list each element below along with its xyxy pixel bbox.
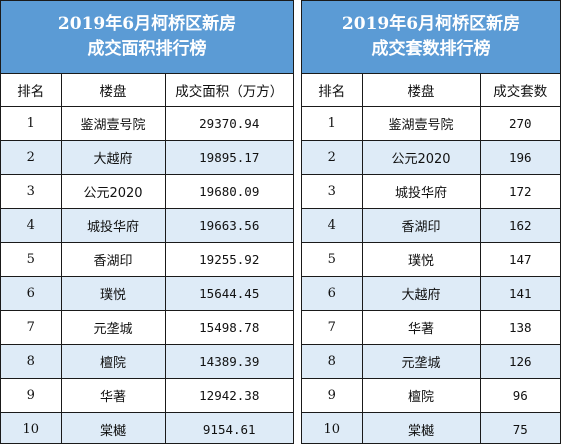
- area-ranking-title-line1: 2019年6月柯桥区新房: [57, 14, 237, 34]
- rank-cell: 7: [1, 310, 62, 345]
- units-ranking-panel: 2019年6月柯桥区新房 成交套数排行榜 排名 楼盘 成交套数 1 鉴湖壹号院 …: [301, 0, 561, 444]
- rank-cell: 9: [302, 378, 363, 413]
- area-cell: 14389.39: [165, 344, 293, 379]
- table-row: 3 公元2020 19680.09: [1, 174, 293, 209]
- rank-cell: 8: [1, 344, 62, 379]
- project-cell: 城投华府: [362, 174, 481, 209]
- rank-cell: 2: [1, 140, 62, 175]
- table-row: 6 大越府 141: [302, 276, 560, 311]
- table-row: 1 鉴湖壹号院 29370.94: [1, 106, 293, 141]
- units-ranking-title: 2019年6月柯桥区新房 成交套数排行榜: [302, 1, 560, 74]
- rank-cell: 9: [1, 378, 62, 413]
- area-cell: 19663.56: [165, 208, 293, 243]
- units-ranking-title-line2: 成交套数排行榜: [371, 39, 491, 59]
- table-row: 10 棠樾 75: [302, 412, 560, 443]
- table-row: 1 鉴湖壹号院 270: [302, 106, 560, 141]
- rank-cell: 5: [302, 242, 363, 277]
- rank-cell: 3: [1, 174, 62, 209]
- project-cell: 鉴湖壹号院: [362, 106, 481, 141]
- table-row: 2 公元2020 196: [302, 140, 560, 175]
- project-cell: 鉴湖壹号院: [61, 106, 166, 141]
- project-cell: 华著: [61, 378, 166, 413]
- table-row: 6 璞悦 15644.45: [1, 276, 293, 311]
- area-cell: 19255.92: [165, 242, 293, 277]
- project-cell: 元垄城: [362, 344, 481, 379]
- column-header-rank: 排名: [302, 74, 363, 107]
- project-cell: 大越府: [362, 276, 481, 311]
- area-ranking-table: 排名 楼盘 成交面积（万方） 1 鉴湖壹号院 29370.94 2 大越府 19…: [1, 74, 293, 443]
- table-header-row: 排名 楼盘 成交面积（万方）: [1, 74, 293, 107]
- project-cell: 元垄城: [61, 310, 166, 345]
- table-row: 5 璞悦 147: [302, 242, 560, 277]
- area-cell: 19895.17: [165, 140, 293, 175]
- units-cell: 126: [480, 344, 560, 379]
- project-cell: 华著: [362, 310, 481, 345]
- area-cell: 9154.61: [165, 412, 293, 443]
- units-cell: 162: [480, 208, 560, 243]
- units-cell: 172: [480, 174, 560, 209]
- area-ranking-title-line2: 成交面积排行榜: [87, 39, 207, 59]
- units-cell: 270: [480, 106, 560, 141]
- units-cell: 75: [480, 412, 560, 443]
- units-cell: 147: [480, 242, 560, 277]
- column-header-area: 成交面积（万方）: [165, 74, 293, 107]
- units-cell: 96: [480, 378, 560, 413]
- project-cell: 檀院: [61, 344, 166, 379]
- project-cell: 香湖印: [61, 242, 166, 277]
- rank-cell: 10: [1, 412, 62, 443]
- area-cell: 19680.09: [165, 174, 293, 209]
- project-cell: 香湖印: [362, 208, 481, 243]
- rank-cell: 4: [302, 208, 363, 243]
- project-cell: 璞悦: [362, 242, 481, 277]
- column-header-project: 楼盘: [61, 74, 166, 107]
- project-cell: 大越府: [61, 140, 166, 175]
- area-cell: 12942.38: [165, 378, 293, 413]
- rank-cell: 1: [302, 106, 363, 141]
- project-cell: 城投华府: [61, 208, 166, 243]
- rank-cell: 6: [302, 276, 363, 311]
- rank-cell: 10: [302, 412, 363, 443]
- table-row: 2 大越府 19895.17: [1, 140, 293, 175]
- project-cell: 璞悦: [61, 276, 166, 311]
- area-ranking-title: 2019年6月柯桥区新房 成交面积排行榜: [1, 1, 293, 74]
- table-row: 10 棠樾 9154.61: [1, 412, 293, 443]
- area-cell: 29370.94: [165, 106, 293, 141]
- units-cell: 138: [480, 310, 560, 345]
- table-row: 3 城投华府 172: [302, 174, 560, 209]
- table-header-row: 排名 楼盘 成交套数: [302, 74, 560, 107]
- project-cell: 檀院: [362, 378, 481, 413]
- area-cell: 15644.45: [165, 276, 293, 311]
- units-cell: 196: [480, 140, 560, 175]
- project-cell: 公元2020: [61, 174, 166, 209]
- table-row: 4 城投华府 19663.56: [1, 208, 293, 243]
- project-cell: 公元2020: [362, 140, 481, 175]
- project-cell: 棠樾: [362, 412, 481, 443]
- column-header-project: 楼盘: [362, 74, 481, 107]
- rank-cell: 3: [302, 174, 363, 209]
- rank-cell: 1: [1, 106, 62, 141]
- column-header-units: 成交套数: [480, 74, 560, 107]
- table-row: 7 元垄城 15498.78: [1, 310, 293, 345]
- table-row: 9 华著 12942.38: [1, 378, 293, 413]
- rank-cell: 6: [1, 276, 62, 311]
- column-header-rank: 排名: [1, 74, 62, 107]
- units-ranking-title-line1: 2019年6月柯桥区新房: [341, 14, 521, 34]
- table-row: 5 香湖印 19255.92: [1, 242, 293, 277]
- rank-cell: 4: [1, 208, 62, 243]
- area-cell: 15498.78: [165, 310, 293, 345]
- table-row: 7 华著 138: [302, 310, 560, 345]
- table-row: 4 香湖印 162: [302, 208, 560, 243]
- table-row: 9 檀院 96: [302, 378, 560, 413]
- rank-cell: 2: [302, 140, 363, 175]
- table-row: 8 檀院 14389.39: [1, 344, 293, 379]
- rank-cell: 5: [1, 242, 62, 277]
- project-cell: 棠樾: [61, 412, 166, 443]
- table-row: 8 元垄城 126: [302, 344, 560, 379]
- units-cell: 141: [480, 276, 560, 311]
- units-ranking-table: 排名 楼盘 成交套数 1 鉴湖壹号院 270 2 公元2020 196 3 城投…: [302, 74, 560, 443]
- rank-cell: 7: [302, 310, 363, 345]
- area-ranking-panel: 2019年6月柯桥区新房 成交面积排行榜 排名 楼盘 成交面积（万方） 1 鉴湖…: [0, 0, 294, 444]
- rank-cell: 8: [302, 344, 363, 379]
